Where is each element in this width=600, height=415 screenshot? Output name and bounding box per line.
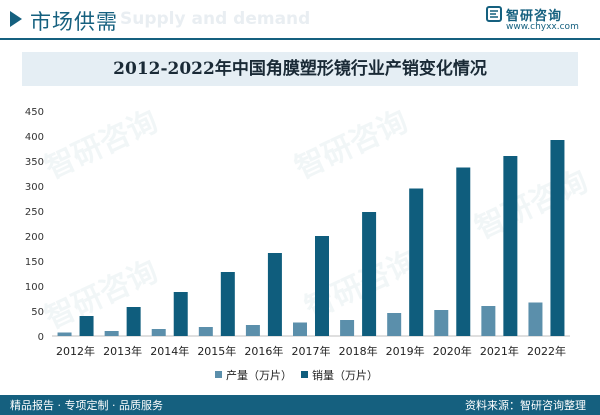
x-tick-label: 2016年: [244, 344, 283, 358]
bar-production: [57, 332, 72, 336]
x-tick-label: 2014年: [150, 344, 189, 358]
header: 市场供需 Supply and demand 智研咨询 www.chyxx.co…: [0, 0, 600, 42]
x-tick-label: 2019年: [386, 344, 425, 358]
x-tick-label: 2017年: [292, 344, 331, 358]
x-tick-label: 2015年: [197, 344, 236, 358]
bar-production: [104, 331, 119, 336]
legend-swatch: [301, 371, 308, 378]
header-arrow-icon: [10, 11, 22, 27]
header-divider: [0, 38, 600, 40]
bar-sales: [267, 253, 282, 336]
bar-sales: [550, 140, 565, 336]
section-ghost-text: Supply and demand: [120, 9, 311, 29]
bar-production: [434, 310, 449, 336]
bar-production: [198, 327, 213, 336]
bar-production: [340, 320, 355, 336]
brand: 智研咨询 www.chyxx.com: [486, 5, 586, 35]
bar-production: [293, 322, 307, 336]
y-tick-label: 300: [25, 182, 44, 193]
footer-source: 资料来源：智研咨询整理: [465, 399, 586, 412]
legend-swatch: [215, 371, 222, 378]
bar-sales: [173, 292, 188, 336]
bar-sales: [409, 188, 424, 336]
chart-title: 2012-2022年中国角膜塑形镜行业产销变化情况: [113, 59, 487, 79]
chart-title-band: 2012-2022年中国角膜塑形镜行业产销变化情况: [22, 52, 578, 86]
zhiyan-logo-icon: [486, 6, 502, 22]
x-tick-label: 2020年: [433, 344, 472, 358]
y-tick-label: 150: [25, 257, 44, 268]
brand-url: www.chyxx.com: [506, 22, 579, 32]
bar-sales: [220, 272, 235, 336]
bar-production: [151, 329, 166, 336]
bar-sales: [362, 212, 377, 336]
y-tick-label: 200: [25, 232, 44, 243]
footer-tagline: 精品报告 · 专项定制 · 品质服务: [10, 399, 163, 412]
x-tick-label: 2022年: [527, 344, 566, 358]
footer: 精品报告 · 专项定制 · 品质服务 资料来源：智研咨询整理: [0, 395, 600, 415]
x-tick-label: 2012年: [56, 344, 95, 358]
y-tick-label: 400: [25, 132, 44, 143]
y-tick-label: 250: [25, 207, 44, 218]
bar-production: [528, 302, 543, 336]
bar-sales: [315, 236, 329, 336]
y-tick-label: 50: [31, 307, 44, 318]
bar-production: [387, 313, 402, 336]
section-title: 市场供需: [30, 10, 118, 34]
bar-sales: [503, 156, 518, 336]
legend-label: 销量（万片）: [312, 368, 378, 382]
legend-label: 产量（万片）: [226, 368, 292, 382]
y-tick-label: 100: [25, 282, 44, 293]
bar-sales: [456, 167, 471, 336]
brand-name: 智研咨询: [506, 9, 563, 24]
bar-production: [245, 325, 260, 336]
bar-sales: [126, 307, 141, 336]
y-tick-label: 350: [25, 157, 44, 168]
x-tick-label: 2013年: [103, 344, 142, 358]
bar-chart: 0 50 100 150 200 250 300 350 400 450 2012年 2013年 201…: [25, 107, 570, 382]
bar-production: [481, 306, 496, 336]
x-tick-label: 2018年: [339, 344, 378, 358]
bar-sales: [79, 316, 94, 336]
y-tick-label: 0: [38, 332, 44, 343]
x-tick-label: 2021年: [480, 344, 519, 358]
y-tick-label: 450: [25, 107, 44, 118]
